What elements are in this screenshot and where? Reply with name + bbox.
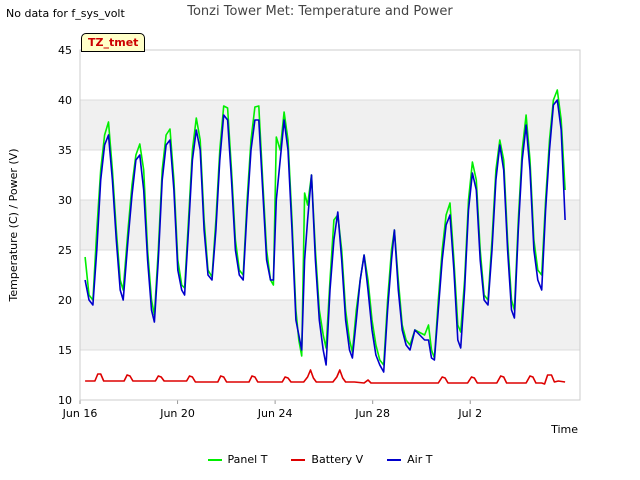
y-tick-label: 15 [58,344,72,357]
x-axis: Jun 16 Jun 20 Jun 24 Jun 28 Jul 2 [62,400,482,420]
x-tick-label: Jun 20 [159,407,195,420]
grid-band [80,200,580,250]
legend-item-air-t: Air T [387,453,432,466]
legend-swatch-air-t [387,458,402,461]
grid-bands [80,49,580,401]
no-data-note: No data for f_sys_volt [6,7,125,20]
plot-frame [79,49,581,401]
x-tick-label: Jun 24 [257,407,293,420]
y-tick-label: 10 [58,394,72,407]
legend-item-panel-t: Panel T [207,453,268,466]
legend: Panel T Battery V Air T [0,453,640,466]
series-lines [84,89,566,385]
y-axis-label: Temperature (C) / Power (V) [7,148,20,302]
y-tick-label: 35 [58,144,72,157]
series-line-battery-v [85,369,566,385]
chart-title: Tonzi Tower Met: Temperature and Power [187,4,453,19]
y-tick-label: 30 [58,194,72,207]
y-tick-label: 45 [58,44,72,57]
x-tick-label: Jun 16 [62,407,98,420]
y-tick-label: 40 [58,94,72,107]
legend-item-battery-v: Battery V [291,453,363,466]
series-line-air-t [84,99,566,373]
legend-label-battery-v: Battery V [311,453,364,466]
y-tick-label: 25 [58,244,72,257]
series-line-panel-t [84,89,566,366]
grid-band [80,100,580,150]
x-tick-label: Jun 28 [354,407,390,420]
legend-label-air-t: Air T [407,453,433,466]
legend-swatch-battery-v [291,458,306,461]
site-tag: TZ_tmet [81,33,146,52]
y-tick-label: 20 [58,294,72,307]
y-axis: 10 15 20 25 30 35 40 45 [58,44,72,407]
x-axis-label: Time [550,423,578,436]
legend-label-panel-t: Panel T [227,453,268,466]
x-tick-label: Jul 2 [457,407,482,420]
legend-swatch-panel-t [207,458,222,461]
grid-band [80,300,580,350]
